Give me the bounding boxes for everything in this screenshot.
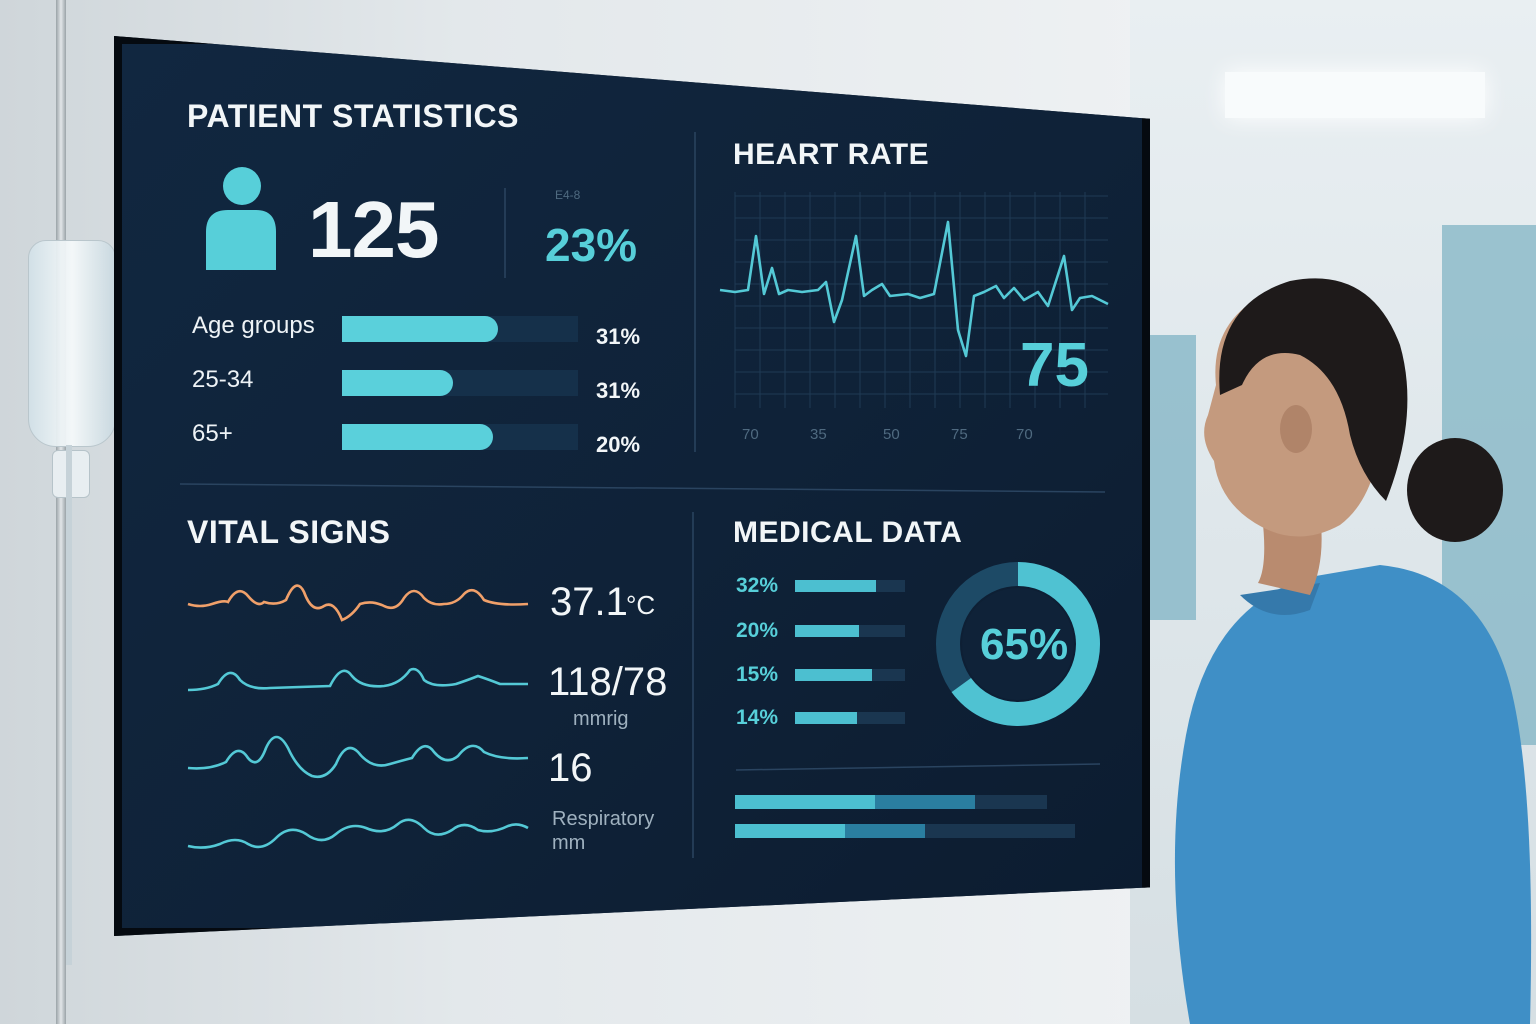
- nurse: [1174, 278, 1532, 1024]
- temperature-unit: °C: [626, 590, 656, 620]
- donut-arc: [936, 562, 1100, 726]
- age-group-bar-fill: [342, 316, 498, 342]
- medical-data-title: MEDICAL DATA: [733, 516, 963, 549]
- medical-data-value: 32%: [736, 574, 779, 597]
- iv-tube: [66, 445, 72, 965]
- blood-pressure-unit: mmrig: [573, 708, 629, 730]
- summary-fill: [735, 795, 875, 809]
- iv-pole: [56, 0, 66, 1024]
- medical-data-value: 15%: [736, 663, 779, 686]
- age-group-label: 65+: [192, 420, 233, 447]
- patient-percentage: 23%: [545, 219, 638, 271]
- respiratory-waveform: [187, 735, 529, 779]
- medical-data-value: 14%: [736, 706, 779, 729]
- age-group-bar-fill: [342, 370, 453, 396]
- ecg-waveform: [719, 220, 1109, 358]
- age-group-bar-fill: [342, 424, 493, 450]
- donut-hole: [962, 588, 1074, 700]
- age-group-value: 20%: [596, 432, 641, 457]
- heart-rate-tick: 70: [742, 426, 759, 443]
- medical-data-bar-fill: [795, 669, 872, 681]
- wall-monitor: [114, 36, 1150, 936]
- heart-rate-tick: 50: [883, 426, 900, 443]
- hair: [1219, 278, 1408, 501]
- summary-fill: [735, 824, 845, 838]
- medical-data-bar: [795, 669, 905, 681]
- age-group-bar: [342, 424, 578, 450]
- stat-small-label: E4-8: [555, 188, 581, 202]
- medical-data-bar-fill: [795, 712, 857, 724]
- summary-fill-secondary: [875, 795, 975, 809]
- ceiling-light: [1225, 72, 1485, 118]
- medical-data-bar-fill: [795, 625, 859, 637]
- age-group-bar: [342, 316, 578, 342]
- heart-rate-tick: 35: [810, 426, 827, 443]
- patient-count: 125: [308, 185, 439, 274]
- age-group-label: Age groups: [192, 312, 315, 339]
- age-group-label: 25-34: [192, 366, 254, 393]
- age-group-value: 31%: [596, 324, 641, 349]
- medical-data-bar: [795, 625, 905, 637]
- heart-rate-grid: [734, 192, 1108, 408]
- divider-horizontal: [179, 483, 1106, 493]
- respiratory-value: 16: [548, 746, 593, 790]
- summary-divider: [735, 763, 1101, 771]
- medical-data-bar: [795, 712, 905, 724]
- medical-data-value: 20%: [736, 619, 779, 642]
- medical-data-bar: [795, 580, 905, 592]
- vital-signs-title: VITAL SIGNS: [187, 514, 391, 550]
- monitor-screen: [122, 44, 1142, 928]
- medical-data-bar-fill: [795, 580, 876, 592]
- hallway-window: [1150, 335, 1196, 620]
- fourth-waveform: [187, 818, 529, 849]
- blood-pressure-value: 118/78: [548, 660, 668, 704]
- age-group-value: 31%: [596, 378, 641, 403]
- summary-fill-secondary: [845, 824, 925, 838]
- temperature-value: 37.1: [550, 580, 628, 624]
- scrubs: [1174, 565, 1532, 1024]
- heart-rate-tick: 70: [1016, 426, 1033, 443]
- temperature-waveform: [187, 584, 529, 622]
- ear: [1280, 405, 1312, 453]
- heart-rate-tick: 75: [951, 426, 968, 443]
- hair-bun: [1407, 438, 1503, 542]
- age-group-bar: [342, 370, 578, 396]
- respiratory-label: Respiratory: [552, 808, 655, 830]
- heart-rate-title: HEART RATE: [733, 138, 930, 171]
- donut-value: 65%: [980, 620, 1069, 669]
- respiratory-unit: mm: [552, 832, 586, 854]
- heart-rate-value: 75: [1020, 331, 1089, 400]
- blood-pressure-waveform: [187, 667, 528, 692]
- iv-bag-icon: [28, 240, 116, 447]
- person-icon: [206, 167, 276, 270]
- donut-chart: [936, 562, 1100, 726]
- patient-statistics-title: PATIENT STATISTICS: [187, 98, 519, 134]
